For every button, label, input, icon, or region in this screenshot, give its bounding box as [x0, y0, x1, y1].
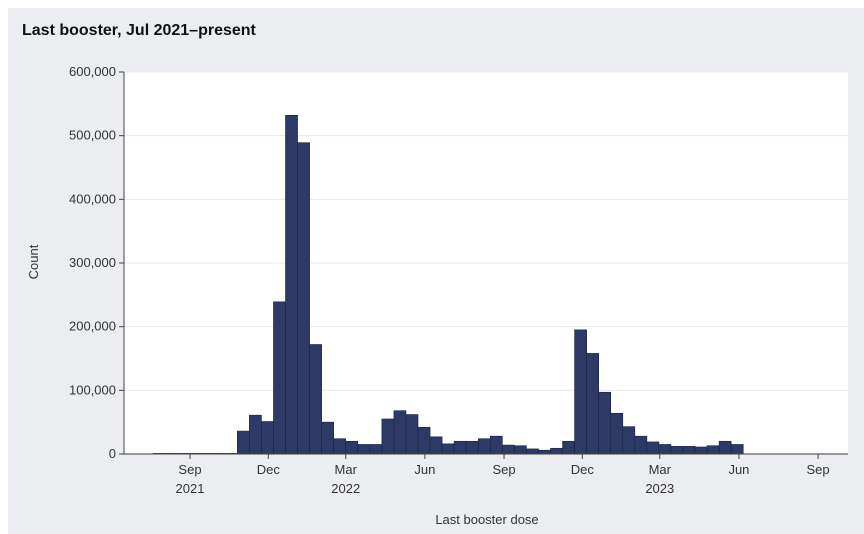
- histogram-bar: [562, 440, 575, 455]
- y-tick-label: 400,000: [69, 191, 116, 206]
- chart-title: Last booster, Jul 2021–present: [22, 22, 256, 39]
- histogram-bar: [369, 444, 383, 455]
- x-tick-label: Mar: [335, 462, 358, 477]
- x-tick-year-label: 2021: [176, 481, 205, 496]
- histogram-bar: [682, 446, 696, 455]
- histogram-bar: [730, 444, 744, 455]
- x-tick-year-label: 2022: [331, 481, 360, 496]
- histogram-bar: [514, 445, 527, 455]
- x-tick-year-label: 2023: [645, 481, 674, 496]
- histogram-bar: [453, 440, 467, 455]
- histogram-bar: [526, 448, 539, 455]
- histogram-bar: [465, 440, 479, 455]
- histogram-bar: [718, 440, 732, 455]
- histogram-bar: [237, 430, 250, 455]
- x-axis-title: Last booster dose: [435, 512, 538, 527]
- histogram-bar: [297, 142, 310, 455]
- x-tick-label: Mar: [649, 462, 672, 477]
- histogram-bar: [405, 414, 419, 455]
- histogram-bar: [273, 301, 286, 455]
- histogram-bar: [658, 444, 672, 455]
- histogram-bar: [706, 445, 720, 455]
- x-tick-label: Sep: [178, 462, 201, 477]
- histogram-bar: [321, 421, 334, 455]
- histogram-bar: [574, 329, 587, 455]
- x-tick-label: Jun: [728, 462, 749, 477]
- histogram-bar: [670, 446, 684, 455]
- histogram-bar: [694, 446, 708, 455]
- histogram-bar: [381, 418, 395, 455]
- histogram-bar: [622, 426, 636, 455]
- x-tick-label: Jun: [414, 462, 435, 477]
- y-tick-label: 0: [109, 446, 116, 461]
- histogram-bar: [393, 410, 407, 455]
- y-axis-title: Count: [26, 244, 41, 279]
- grid-lines: [124, 71, 848, 391]
- x-tick-label: Dec: [257, 462, 281, 477]
- histogram-bar: [249, 414, 262, 455]
- histogram-bar: [261, 421, 274, 455]
- x-tick-label: Sep: [492, 462, 515, 477]
- histogram-bar: [429, 436, 443, 455]
- x-ticks: Sep2021DecMar2022JunSepDecMar2023JunSepD…: [176, 454, 830, 496]
- histogram-bar: [309, 344, 322, 455]
- histogram-bar: [502, 444, 515, 455]
- y-tick-label: 500,000: [69, 128, 116, 143]
- x-tick-label: Sep: [807, 462, 830, 477]
- y-ticks: 0 100,000 200,000 300,000 400,000 500,000 600,…: [69, 64, 124, 461]
- histogram-bar: [441, 443, 455, 455]
- y-tick-label: 600,000: [69, 64, 116, 79]
- histogram-bar: [417, 426, 431, 455]
- histogram-bar: [610, 412, 624, 455]
- y-tick-label: 100,000: [69, 382, 116, 397]
- histogram-bar: [285, 114, 298, 455]
- histogram-bar: [489, 435, 503, 455]
- histogram-bar: [333, 438, 347, 455]
- histogram-bar: [646, 441, 660, 455]
- histogram-bar: [634, 435, 648, 455]
- histogram-bar: [586, 353, 599, 455]
- y-tick-label: 300,000: [69, 255, 116, 270]
- histogram-bar: [357, 444, 371, 455]
- histogram-bar: [477, 438, 491, 455]
- histogram-bar: [550, 447, 563, 455]
- histogram-bar: [538, 449, 551, 455]
- histogram-bar: [598, 391, 612, 455]
- bars: [152, 114, 744, 455]
- histogram-bar: [345, 440, 359, 455]
- x-tick-label: Dec: [571, 462, 595, 477]
- y-tick-label: 200,000: [69, 319, 116, 334]
